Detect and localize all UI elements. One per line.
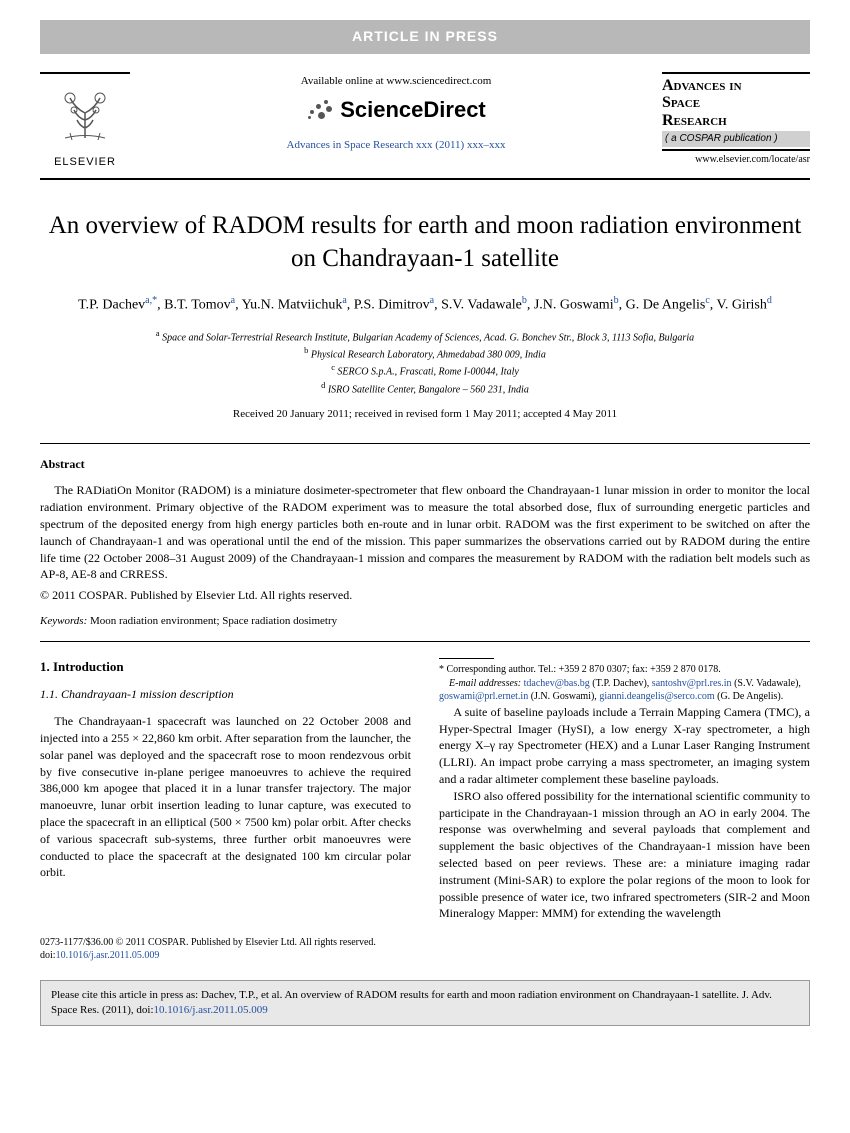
- header-center: Available online at www.sciencedirect.co…: [130, 72, 662, 154]
- paragraph: The Chandrayaan-1 spacecraft was launche…: [40, 713, 411, 881]
- journal-name: Advances in Space Research: [662, 74, 810, 132]
- email-name: (J.N. Goswami),: [531, 691, 597, 702]
- section-1-heading: 1. Introduction: [40, 658, 411, 676]
- cospar-label: ( a COSPAR publication ): [662, 131, 810, 147]
- doi-link[interactable]: 10.1016/j.asr.2011.05.009: [56, 950, 160, 961]
- paragraph: ISRO also offered possibility for the in…: [439, 788, 810, 922]
- article-title: An overview of RADOM results for earth a…: [40, 210, 810, 275]
- email-name: (T.P. Dachev),: [592, 678, 649, 689]
- body-columns: 1. Introduction 1.1. Chandrayaan-1 missi…: [40, 658, 810, 922]
- sciencedirect-text: ScienceDirect: [340, 95, 486, 126]
- sciencedirect-logo: ScienceDirect: [130, 95, 662, 126]
- separator: [40, 641, 810, 642]
- email-link[interactable]: santoshv@prl.res.in: [652, 678, 732, 689]
- journal-reference: Advances in Space Research xxx (2011) xx…: [130, 138, 662, 153]
- affil-b: b Physical Research Laboratory, Ahmedaba…: [40, 345, 810, 362]
- cite-doi-link[interactable]: 10.1016/j.asr.2011.05.009: [154, 1004, 268, 1016]
- authors: T.P. Dacheva,*, B.T. Tomova, Yu.N. Matvi…: [40, 293, 810, 316]
- email-name: (S.V. Vadawale),: [734, 678, 801, 689]
- keywords-label: Keywords:: [40, 615, 87, 627]
- footer-copyright: 0273-1177/$36.00 © 2011 COSPAR. Publishe…: [40, 936, 810, 949]
- email-link[interactable]: tdachev@bas.bg: [524, 678, 590, 689]
- affil-a: a Space and Solar-Terrestrial Research I…: [40, 328, 810, 345]
- affil-c: c SERCO S.p.A., Frascati, Rome I-00044, …: [40, 362, 810, 379]
- affiliations: a Space and Solar-Terrestrial Research I…: [40, 328, 810, 397]
- footnote-block: * Corresponding author. Tel.: +359 2 870…: [439, 663, 810, 704]
- footer-meta: 0273-1177/$36.00 © 2011 COSPAR. Publishe…: [40, 936, 810, 962]
- footer-doi: doi:10.1016/j.asr.2011.05.009: [40, 949, 810, 962]
- elsevier-tree-icon: [50, 78, 120, 148]
- journal-name-l2: Space: [662, 94, 810, 112]
- abstract-heading: Abstract: [40, 456, 810, 473]
- journal-name-l3: Research: [662, 112, 810, 130]
- separator: [40, 443, 810, 444]
- article-in-press-banner: ARTICLE IN PRESS: [40, 20, 810, 54]
- copyright: © 2011 COSPAR. Published by Elsevier Ltd…: [40, 587, 810, 604]
- cite-box: Please cite this article in press as: Da…: [40, 980, 810, 1026]
- keywords-text: Moon radiation environment; Space radiat…: [90, 615, 337, 627]
- article-dates: Received 20 January 2011; received in re…: [40, 407, 810, 422]
- journal-name-l1: Advances in: [662, 77, 810, 95]
- email-link[interactable]: gianni.deangelis@serco.com: [599, 691, 714, 702]
- footnote-separator: [439, 658, 494, 659]
- sd-dots-icon: [306, 100, 334, 120]
- section-1-1-heading: 1.1. Chandrayaan-1 mission description: [40, 686, 411, 703]
- available-online: Available online at www.sciencedirect.co…: [130, 74, 662, 89]
- paragraph: A suite of baseline payloads include a T…: [439, 704, 810, 788]
- email-addresses: E-mail addresses: tdachev@bas.bg (T.P. D…: [439, 677, 810, 704]
- elsevier-label: ELSEVIER: [40, 155, 130, 170]
- email-link[interactable]: goswami@prl.ernet.in: [439, 691, 528, 702]
- journal-ref-link[interactable]: Advances in Space Research xxx (2011) xx…: [287, 139, 506, 151]
- journal-title-box: Advances in Space Research ( a COSPAR pu…: [662, 72, 810, 168]
- corresponding-author: * Corresponding author. Tel.: +359 2 870…: [439, 663, 810, 677]
- header-row: ELSEVIER Available online at www.science…: [40, 72, 810, 181]
- affil-d: d ISRO Satellite Center, Bangalore – 560…: [40, 380, 810, 397]
- emails-label: E-mail addresses:: [449, 678, 521, 689]
- elsevier-logo-box: ELSEVIER: [40, 72, 130, 171]
- locate-url: www.elsevier.com/locate/asr: [662, 149, 810, 167]
- email-name: (G. De Angelis).: [717, 691, 783, 702]
- keywords: Keywords: Moon radiation environment; Sp…: [40, 614, 810, 629]
- abstract-text: The RADiatiOn Monitor (RADOM) is a minia…: [40, 482, 810, 583]
